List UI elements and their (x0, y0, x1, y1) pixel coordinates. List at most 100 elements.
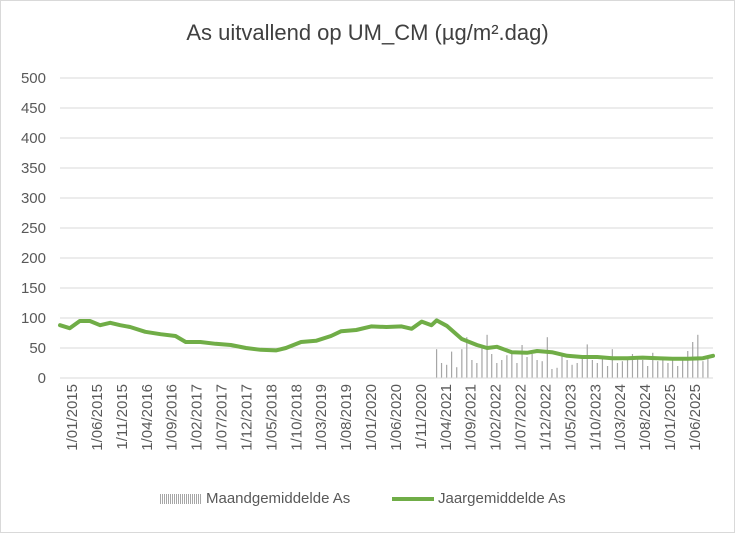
y-tick-label: 350 (21, 160, 46, 177)
bar (440, 363, 443, 378)
y-tick-label: 250 (21, 220, 46, 237)
bar (546, 337, 548, 378)
bar (671, 357, 674, 378)
bar (531, 354, 533, 378)
gridlines (60, 77, 713, 349)
y-tick-label: 400 (21, 130, 46, 147)
bar (657, 361, 659, 378)
bar (647, 366, 649, 378)
x-tick-label: 1/05/2018 (263, 384, 280, 451)
bar (501, 360, 503, 378)
bar (456, 367, 458, 378)
y-tick-label: 150 (21, 280, 46, 297)
bar (526, 357, 528, 378)
bar (591, 360, 593, 378)
legend-label-bars: Maandgemiddelde As (206, 490, 351, 507)
x-tick-label: 1/06/2015 (89, 384, 106, 451)
bar (667, 363, 669, 378)
bar (451, 351, 453, 378)
x-tick-label: 1/02/2022 (488, 384, 505, 451)
bar (636, 357, 639, 378)
y-tick-label: 0 (38, 370, 46, 387)
x-tick-label: 1/11/2020 (413, 384, 430, 450)
bar (662, 360, 664, 378)
bar (631, 354, 634, 378)
series-line (58, 318, 715, 361)
x-tick-label: 1/12/2022 (537, 384, 554, 451)
bar (556, 367, 558, 378)
bar (446, 364, 448, 378)
y-tick-label: 100 (21, 310, 46, 327)
x-tick-label: 1/07/2017 (214, 384, 231, 451)
bar (466, 337, 468, 378)
x-tick-label: 1/06/2025 (687, 384, 704, 451)
x-tick-label: 1/06/2020 (388, 384, 405, 451)
y-tick-label: 50 (29, 340, 46, 357)
bar (596, 363, 598, 378)
x-tick-label: 1/09/2021 (463, 384, 480, 451)
bar (541, 361, 543, 378)
x-axis-ticks: 1/01/2015 1/06/2015 1/11/2015 1/04/2016 1/09… (64, 384, 704, 451)
x-tick-label: 1/02/2017 (189, 384, 206, 451)
bar (586, 344, 588, 378)
x-tick-label: 1/10/2023 (587, 384, 604, 451)
legend: Maandgemiddelde As Jaargemiddelde As (0, 490, 735, 514)
bar (581, 357, 583, 378)
x-tick-label: 1/12/2017 (238, 384, 255, 451)
y-axis-ticks: 0 50 100 150 200 250 300 350 400 450 500 (21, 70, 46, 387)
x-tick-label: 1/01/2025 (662, 384, 679, 451)
x-tick-label: 1/01/2015 (64, 384, 81, 451)
bar (516, 363, 518, 378)
line-series (58, 318, 715, 361)
bar (616, 363, 619, 378)
x-tick-label: 1/08/2019 (338, 384, 355, 451)
bar-series (435, 334, 709, 378)
legend-item-bars: Maandgemiddelde As (160, 490, 350, 507)
bar (521, 345, 523, 378)
x-tick-label: 1/07/2022 (513, 384, 530, 451)
chart-title: As uitvallend op UM_CM (µg/m².dag) (186, 20, 549, 45)
bar (496, 363, 498, 378)
bar (576, 363, 578, 378)
y-tick-label: 450 (21, 100, 46, 117)
x-tick-label: 1/08/2024 (637, 384, 654, 451)
bar (551, 369, 553, 378)
bar (571, 364, 573, 378)
bar (606, 366, 609, 378)
bar (652, 352, 654, 378)
bar (435, 349, 438, 378)
y-tick-label: 200 (21, 250, 46, 267)
bar (481, 345, 483, 378)
x-tick-label: 1/09/2016 (164, 384, 181, 451)
bar (687, 351, 689, 378)
legend-swatch-bars (160, 493, 202, 504)
bar (566, 360, 568, 378)
bar (682, 358, 684, 378)
bar (461, 349, 463, 378)
bar (702, 361, 704, 378)
x-tick-label: 1/10/2018 (288, 384, 305, 451)
x-tick-label: 1/04/2021 (438, 384, 455, 451)
y-tick-label: 300 (21, 190, 46, 207)
bar (506, 355, 508, 378)
legend-label-line: Jaargemiddelde As (438, 490, 566, 507)
x-tick-label: 1/03/2024 (612, 384, 629, 451)
y-tick-label: 500 (21, 70, 46, 87)
bar (677, 366, 679, 378)
bar (707, 355, 709, 378)
bar (561, 355, 563, 378)
legend-swatch-line (392, 496, 434, 501)
bar (611, 349, 613, 378)
bar (476, 363, 478, 378)
bar (601, 356, 604, 378)
x-tick-label: 1/03/2019 (313, 384, 330, 451)
bar (536, 360, 538, 378)
bar (626, 360, 629, 378)
bar (697, 334, 699, 378)
legend-item-line: Jaargemiddelde As (392, 490, 566, 507)
bar (486, 334, 488, 378)
bar (642, 360, 644, 378)
bar (491, 354, 493, 378)
